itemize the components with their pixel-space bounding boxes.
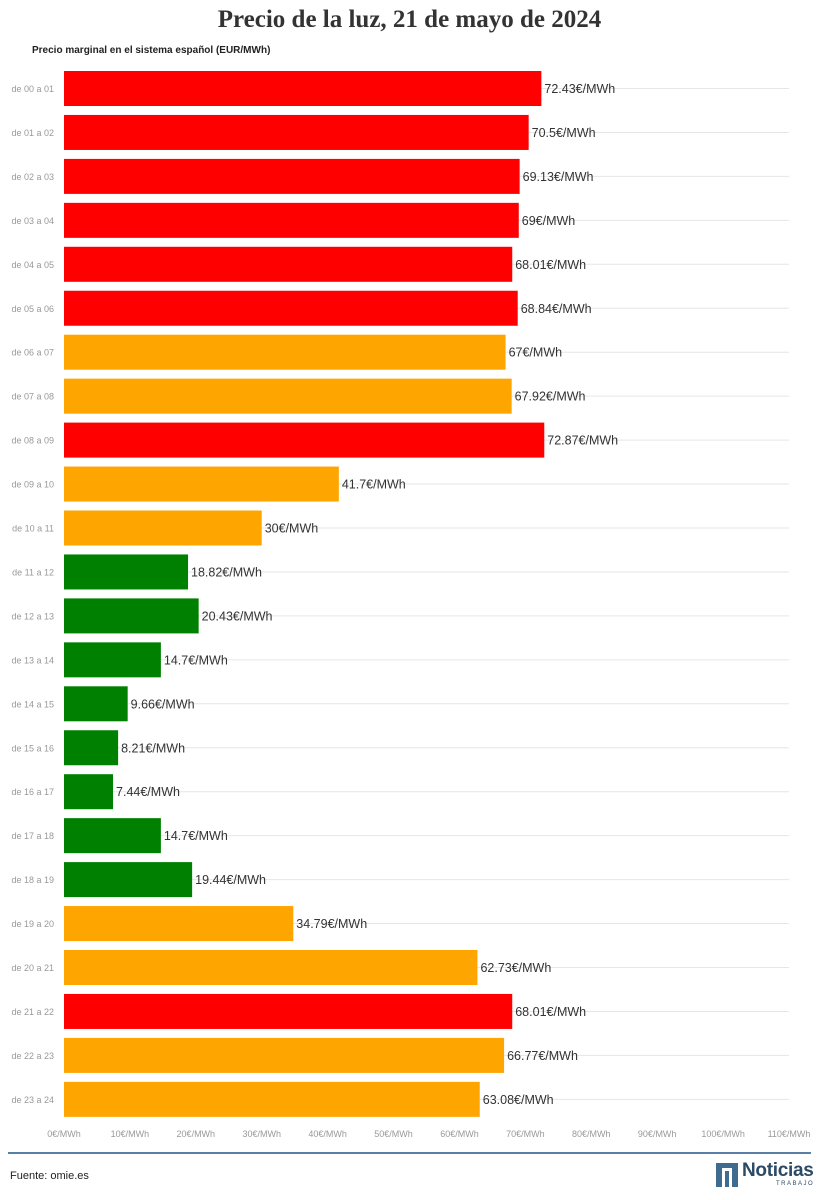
data-label: 20.43€/MWh bbox=[202, 609, 273, 623]
category-label: de 15 a 16 bbox=[11, 743, 54, 753]
data-label: 14.7€/MWh bbox=[164, 829, 228, 843]
x-tick-label: 100€/MWh bbox=[701, 1129, 745, 1139]
category-label: de 13 a 14 bbox=[11, 655, 54, 665]
bar bbox=[64, 1037, 505, 1073]
bar bbox=[64, 158, 520, 194]
category-label: de 04 a 05 bbox=[11, 260, 54, 270]
x-tick-label: 90€/MWh bbox=[638, 1129, 677, 1139]
bar bbox=[64, 334, 506, 370]
data-label: 66.77€/MWh bbox=[507, 1049, 578, 1063]
category-label: de 09 a 10 bbox=[11, 480, 54, 490]
bar-chart: de 00 a 01 72.43€/MWh de 01 a 02 70.5€/MWh d… bbox=[11, 71, 811, 1139]
x-tick-label: 60€/MWh bbox=[440, 1129, 479, 1139]
data-label: 68.01€/MWh bbox=[515, 1005, 586, 1019]
bar bbox=[64, 422, 545, 458]
category-label: de 17 a 18 bbox=[11, 831, 54, 841]
category-label: de 19 a 20 bbox=[11, 919, 54, 929]
bar bbox=[64, 246, 513, 282]
bar bbox=[64, 642, 161, 678]
bar bbox=[64, 71, 542, 106]
bar bbox=[64, 114, 529, 150]
x-tick-label: 80€/MWh bbox=[572, 1129, 611, 1139]
category-label: de 22 a 23 bbox=[11, 1051, 54, 1061]
source-note: Fuente: omie.es bbox=[10, 1170, 89, 1182]
bar bbox=[64, 1081, 480, 1117]
category-label: de 20 a 21 bbox=[11, 963, 54, 973]
bar bbox=[64, 554, 189, 590]
data-label: 69€/MWh bbox=[522, 214, 576, 228]
data-label: 70.5€/MWh bbox=[532, 126, 596, 140]
bar bbox=[64, 598, 199, 634]
bar bbox=[64, 290, 518, 326]
category-label: de 18 a 19 bbox=[11, 875, 54, 885]
category-label: de 07 a 08 bbox=[11, 392, 54, 402]
x-tick-label: 40€/MWh bbox=[308, 1129, 347, 1139]
bar bbox=[64, 730, 119, 766]
category-label: de 10 a 11 bbox=[12, 524, 54, 534]
category-label: de 01 a 02 bbox=[11, 128, 54, 138]
data-label: 62.73€/MWh bbox=[480, 961, 551, 975]
category-label: de 03 a 04 bbox=[11, 216, 54, 226]
chart-subtitle: Precio marginal en el sistema español (E… bbox=[32, 45, 271, 56]
x-tick-label: 50€/MWh bbox=[374, 1129, 413, 1139]
data-label: 67€/MWh bbox=[509, 346, 563, 360]
data-label: 30€/MWh bbox=[265, 522, 319, 536]
chart-title: Precio de la luz, 21 de mayo de 2024 bbox=[217, 6, 602, 33]
x-tick-label: 70€/MWh bbox=[506, 1129, 545, 1139]
category-label: de 23 a 24 bbox=[11, 1095, 54, 1105]
data-label: 67.92€/MWh bbox=[515, 390, 586, 404]
data-label: 14.7€/MWh bbox=[164, 653, 228, 667]
data-label: 72.43€/MWh bbox=[544, 82, 615, 96]
x-tick-label: 110€/MWh bbox=[768, 1129, 811, 1139]
bar bbox=[64, 950, 478, 985]
data-label: 68.01€/MWh bbox=[515, 258, 586, 272]
category-label: de 06 a 07 bbox=[11, 348, 54, 358]
category-label: de 02 a 03 bbox=[11, 172, 54, 182]
bar bbox=[64, 818, 161, 854]
category-label: de 00 a 01 bbox=[11, 84, 54, 94]
data-label: 69.13€/MWh bbox=[523, 170, 594, 184]
category-label: de 12 a 13 bbox=[11, 611, 54, 621]
bar bbox=[64, 774, 114, 810]
bar bbox=[64, 862, 193, 898]
data-label: 41.7€/MWh bbox=[342, 478, 406, 492]
data-label: 19.44€/MWh bbox=[195, 873, 266, 887]
x-tick-label: 30€/MWh bbox=[242, 1129, 281, 1139]
category-label: de 14 a 15 bbox=[11, 699, 54, 709]
bar bbox=[64, 510, 262, 546]
category-label: de 16 a 17 bbox=[11, 787, 54, 797]
data-label: 72.87€/MWh bbox=[547, 434, 618, 448]
logo-icon bbox=[716, 1163, 738, 1187]
bar bbox=[64, 993, 513, 1029]
publisher-logo: Noticias TRABAJO bbox=[716, 1160, 815, 1190]
data-label: 63.08€/MWh bbox=[483, 1093, 554, 1107]
data-label: 8.21€/MWh bbox=[121, 741, 185, 755]
footer-divider bbox=[8, 1152, 811, 1154]
bar bbox=[64, 378, 512, 414]
logo-text: Noticias bbox=[742, 1160, 814, 1181]
bar bbox=[64, 686, 128, 722]
category-label: de 08 a 09 bbox=[11, 436, 54, 446]
category-label: de 11 a 12 bbox=[12, 567, 54, 577]
data-label: 9.66€/MWh bbox=[131, 697, 195, 711]
data-label: 68.84€/MWh bbox=[521, 302, 592, 316]
data-label: 34.79€/MWh bbox=[296, 917, 367, 931]
x-tick-label: 0€/MWh bbox=[47, 1129, 81, 1139]
bar bbox=[64, 906, 294, 942]
x-tick-label: 20€/MWh bbox=[177, 1129, 216, 1139]
bar bbox=[64, 466, 339, 502]
data-label: 18.82€/MWh bbox=[191, 565, 262, 579]
x-tick-label: 10€/MWh bbox=[111, 1129, 150, 1139]
data-label: 7.44€/MWh bbox=[116, 785, 180, 799]
logo-subtext: TRABAJO bbox=[776, 1181, 815, 1187]
category-label: de 21 a 22 bbox=[11, 1007, 54, 1017]
bar bbox=[64, 202, 519, 238]
category-label: de 05 a 06 bbox=[11, 304, 54, 314]
